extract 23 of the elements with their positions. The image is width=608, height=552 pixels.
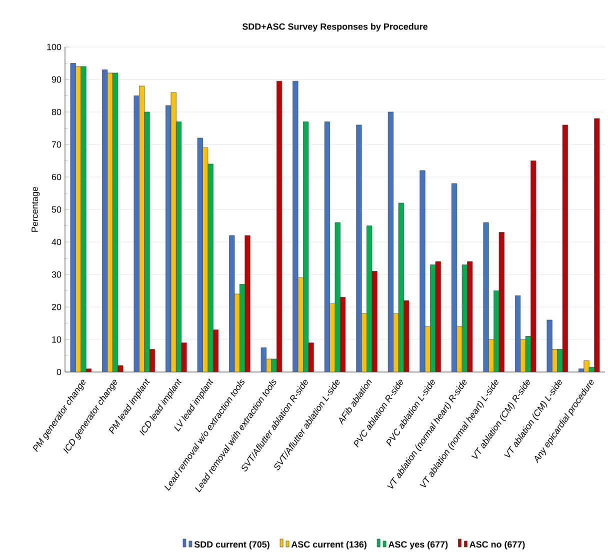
y-tick-label: 0 [56, 368, 62, 376]
y-tick-label: 80 [52, 108, 62, 116]
bar [520, 339, 526, 372]
legend-label: ASC yes (677) [388, 540, 448, 550]
legend-label: ASC current (136) [291, 540, 366, 550]
y-tick-label: 40 [52, 238, 62, 246]
y-axis-title: Percentage [32, 186, 40, 232]
bar [80, 66, 86, 372]
legend-label: ASC no (677) [470, 540, 525, 550]
y-tick-label: 20 [52, 304, 62, 310]
legend-label: SDD current (705) [194, 540, 270, 550]
y-tick-label: 90 [52, 76, 62, 83]
y-tick-label: 60 [52, 174, 62, 180]
y-tick-label: 30 [52, 271, 62, 278]
y-tick-label: 70 [52, 141, 62, 148]
y-tick-label: 100 [47, 44, 62, 50]
bar [244, 235, 250, 372]
chart-title: SDD+ASC Survey Responses by Procedure [242, 23, 428, 32]
bar [420, 170, 426, 372]
bar [181, 342, 187, 372]
y-tick-label: 10 [52, 336, 62, 343]
bar [144, 112, 150, 372]
y-tick-label: 50 [52, 206, 62, 213]
